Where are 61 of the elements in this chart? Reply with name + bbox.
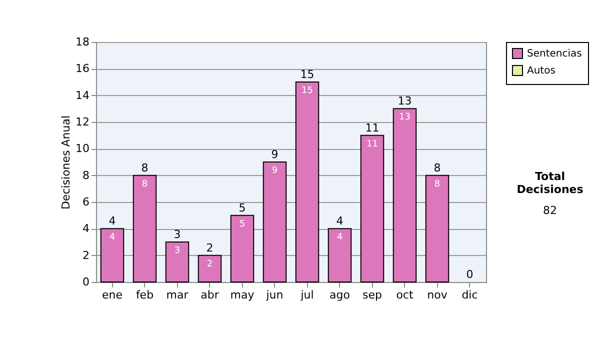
total-label: 4 <box>336 214 344 228</box>
x-tick-label: ene <box>102 288 123 302</box>
data-label: 4 <box>109 232 116 243</box>
bar <box>198 254 222 282</box>
total-label: 0 <box>466 268 474 281</box>
bar <box>328 228 352 282</box>
y-tick-label: 0 <box>82 276 90 288</box>
total-label: 4 <box>108 214 116 228</box>
x-tick-label: mar <box>166 288 189 302</box>
x-tick-label: abr <box>200 288 220 302</box>
data-label: 4 <box>336 232 343 243</box>
bar <box>392 108 417 282</box>
data-label: 3 <box>174 246 180 256</box>
x-tick-label: dic <box>462 288 478 302</box>
x-tick-label: sep <box>362 288 382 302</box>
bar <box>262 162 287 282</box>
total-label: 9 <box>271 148 278 161</box>
data-label: 9 <box>272 166 278 176</box>
data-label: 13 <box>399 112 410 123</box>
data-label: 8 <box>142 179 148 190</box>
x-tick-label: feb <box>136 288 154 302</box>
legend-label: Autos <box>527 66 556 76</box>
total-label: 2 <box>206 241 214 254</box>
bar <box>132 174 157 282</box>
data-label: 8 <box>434 179 440 190</box>
text: 82 <box>542 204 558 217</box>
y-axis-title: Decisiones Anual <box>60 115 73 210</box>
total-label: 3 <box>174 228 181 241</box>
bar <box>230 214 254 282</box>
y-tick-label: 6 <box>82 196 90 208</box>
total-label: 11 <box>365 121 380 134</box>
bar <box>295 82 320 282</box>
total-label: 8 <box>434 161 441 174</box>
data-label: 5 <box>239 219 246 230</box>
y-tick-label: 8 <box>82 168 90 182</box>
total-label: 15 <box>300 68 314 81</box>
text: Total Decisiones <box>516 170 584 196</box>
x-tick-label: oct <box>396 288 414 302</box>
total-label: 13 <box>398 94 412 108</box>
data-label: 11 <box>366 139 378 150</box>
total-label: 5 <box>238 201 246 214</box>
y-tick-label: 4 <box>82 222 90 236</box>
y-tick-label: 16 <box>76 62 90 76</box>
legend-label: Sentencias <box>527 48 582 60</box>
data-label: 2 <box>206 259 213 270</box>
x-tick-label: may <box>230 288 255 302</box>
x-tick-label: ago <box>330 288 350 302</box>
x-tick-label: jun <box>265 288 284 302</box>
x-tick-label: jul <box>300 288 314 302</box>
bar <box>425 174 450 282</box>
data-label: 15 <box>302 86 313 96</box>
y-tick-label: 12 <box>76 116 90 128</box>
bar <box>165 242 190 282</box>
y-tick-label: 10 <box>76 142 90 156</box>
y-tick-label: 2 <box>82 248 90 262</box>
bar <box>360 134 384 282</box>
x-tick-label: nov <box>427 288 448 302</box>
total-label: 8 <box>141 161 148 174</box>
bar <box>100 228 124 282</box>
y-tick-label: 18 <box>76 36 90 48</box>
y-tick-label: 14 <box>76 88 90 102</box>
